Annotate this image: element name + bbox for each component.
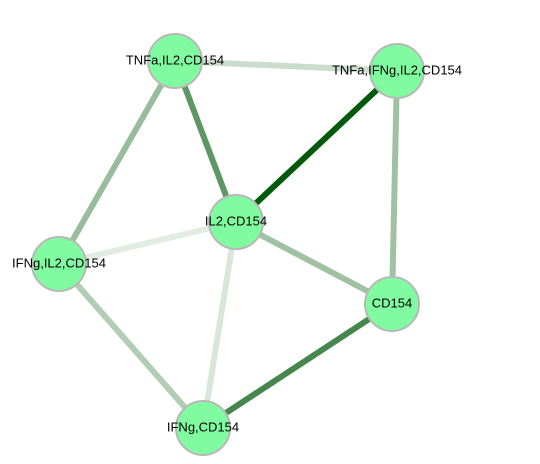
edge-n5-n6 [201, 301, 394, 431]
edge-n2-n3 [233, 68, 400, 225]
node-label: IL2,CD154 [205, 213, 267, 228]
node-label: IFNg,CD154 [167, 419, 239, 434]
node-circle[interactable] [208, 194, 264, 250]
graph-node[interactable]: IL2,CD154 [205, 194, 267, 250]
edge-n1-n2 [174, 58, 398, 74]
edge-n1-n3 [172, 59, 239, 224]
edge-n3-n6 [200, 221, 239, 429]
edge-n2-n5 [389, 70, 400, 305]
node-circle[interactable] [147, 33, 203, 89]
node-circle[interactable] [175, 400, 231, 456]
node-circle[interactable] [31, 236, 87, 292]
edge-n1-n4 [56, 59, 178, 266]
edge-n4-n6 [56, 262, 206, 430]
graph-node[interactable]: TNFa,IL2,CD154 [126, 33, 224, 89]
edge-n3-n4 [58, 219, 237, 267]
node-label: TNFa,IL2,CD154 [126, 52, 224, 67]
edges-layer [56, 58, 400, 431]
node-label: IFNg,IL2,CD154 [12, 255, 106, 270]
nodes-layer: TNFa,IL2,CD154 TNFa,IFNg,IL2,CD154 IL2,CD1… [12, 33, 462, 456]
node-label: CD154 [372, 295, 412, 310]
graph-node[interactable]: IFNg,CD154 [167, 400, 239, 456]
graph-node[interactable]: CD154 [364, 276, 420, 332]
node-label: TNFa,IFNg,IL2,CD154 [332, 62, 462, 77]
node-circle[interactable] [364, 276, 420, 332]
node-circle[interactable] [369, 43, 425, 99]
graph-node[interactable]: TNFa,IFNg,IL2,CD154 [332, 43, 462, 99]
edge-n3-n5 [234, 219, 394, 307]
graph-node[interactable]: IFNg,IL2,CD154 [12, 236, 106, 292]
